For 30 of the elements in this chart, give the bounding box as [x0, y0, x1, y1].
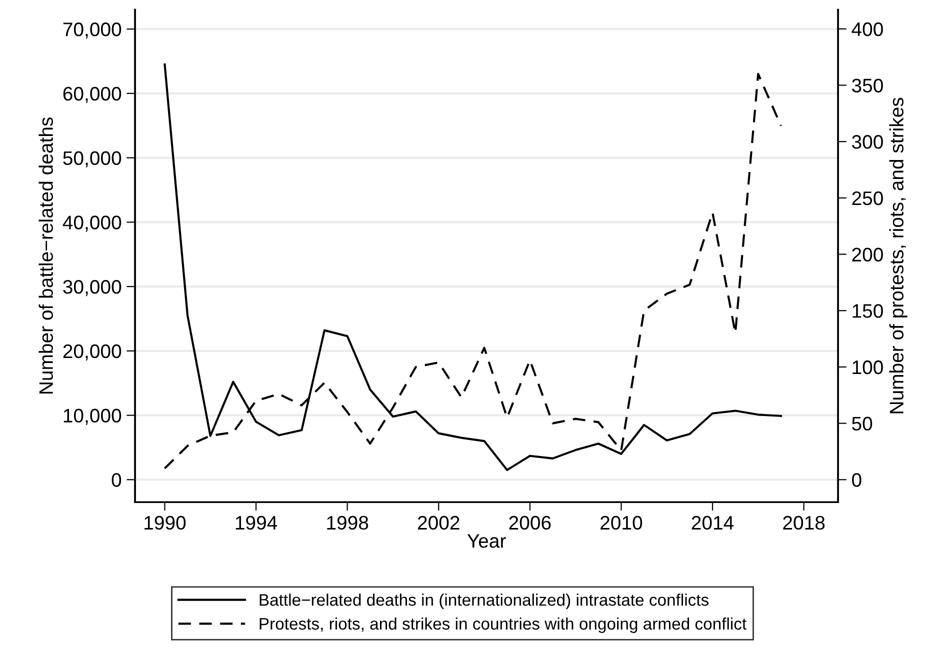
x-tick-label: 2014	[692, 516, 734, 530]
y2-tick-label: 350	[852, 78, 883, 92]
legend-label: Protests, riots, and strikes in countries with ongoing armed conflict	[260, 617, 746, 633]
x-tick-label: 2002	[418, 516, 460, 530]
x-tick-label: 1998	[327, 516, 368, 530]
y2-tick-label: 50	[852, 416, 872, 431]
y2-tick-label: 200	[852, 248, 883, 262]
y2-tick-label: 300	[852, 135, 883, 149]
x-tick-label: 1990	[144, 516, 186, 530]
legend-label: Battle−related deaths in (internationalized) intrastate conflicts	[260, 594, 709, 610]
y2-tick-label: 100	[852, 360, 883, 374]
y-tick-label: 60,000	[63, 86, 122, 103]
y2-tick-label: 0	[852, 473, 862, 487]
y-tick-label: 70,000	[63, 22, 122, 39]
y2-tick-label: 250	[852, 191, 883, 206]
x-tick-label: 1994	[236, 516, 278, 530]
y-tick-label: 50,000	[63, 151, 122, 168]
y-tick-label: 20,000	[63, 344, 122, 360]
y2-tick-label: 400	[852, 22, 883, 36]
y-tick-label: 10,000	[64, 408, 122, 425]
x-tick-label: 2018	[783, 516, 825, 530]
x-tick-label: 2010	[600, 516, 642, 530]
x-axis-title: Year	[467, 534, 506, 548]
y-tick-label: 30,000	[63, 280, 122, 296]
y2-axis-title: Number of protests, riots, and strikes	[889, 98, 908, 414]
y-axis-title: Number of battle−related deaths	[38, 117, 53, 394]
y-tick-label: 0	[112, 473, 122, 487]
y-tick-label: 40,000	[62, 216, 122, 232]
y2-tick-label: 150	[852, 304, 883, 318]
x-tick-label: 2006	[509, 516, 551, 530]
